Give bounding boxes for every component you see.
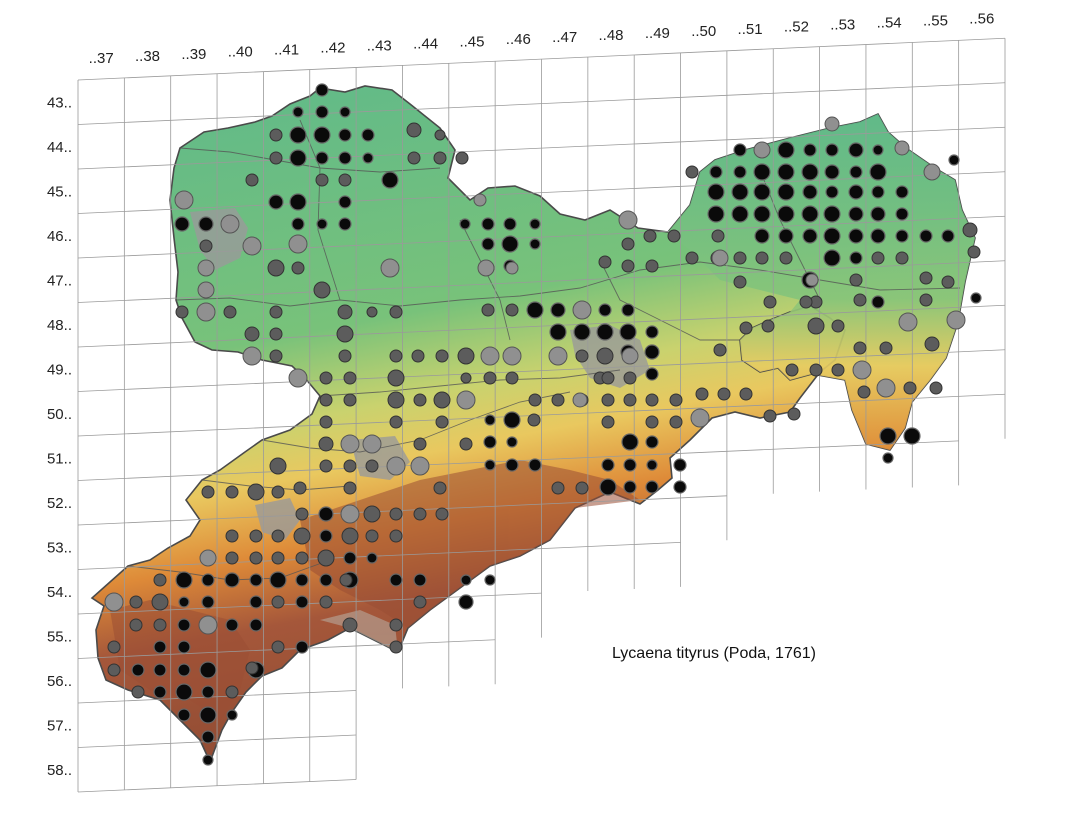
column-label: ..53 [830,17,855,34]
row-label: 43.. [47,94,72,111]
column-label: ..43 [367,37,392,54]
column-label: ..41 [274,42,299,59]
occurrence-markers [104,83,982,766]
column-labels: ..37 ..38 ..39 ..40 ..41 ..42 ..43 ..44 ..45 ..46… [89,10,995,67]
species-label: Lycaena tityrus (Poda, 1761) [612,645,816,662]
column-label: ..54 [877,14,902,31]
row-label: 46.. [47,228,72,245]
column-label: ..39 [181,46,206,63]
row-label: 51.. [47,450,72,467]
map-grid [77,37,1006,793]
column-label: ..50 [691,23,716,40]
column-label: ..52 [784,19,809,36]
row-label: 49.. [47,361,72,378]
column-label: ..47 [552,29,577,46]
grid-line [77,639,496,659]
row-label: 50.. [47,406,72,423]
row-label: 57.. [47,717,72,734]
row-label: 47.. [47,272,72,289]
column-label: ..40 [228,44,253,61]
row-label: 56.. [47,673,72,690]
column-label: ..56 [969,10,994,27]
grid-line [77,541,681,570]
row-label: 52.. [47,495,72,512]
row-label: 58.. [47,762,72,779]
column-label: ..46 [506,31,531,48]
column-label: ..37 [89,50,114,67]
column-label: ..44 [413,35,438,52]
row-labels: 43.. 44.. 45.. 46.. 47.. 48.. 49.. 50.. 51.. 52..… [47,94,72,779]
column-label: ..45 [459,33,484,50]
column-label: ..49 [645,25,670,42]
row-label: 53.. [47,539,72,556]
black-markers [131,83,982,766]
row-label: 54.. [47,584,72,601]
column-label: ..48 [599,27,624,44]
column-label: ..38 [135,48,160,65]
row-label: 44.. [47,139,72,156]
column-label: ..51 [738,21,763,38]
column-label: ..42 [320,40,345,57]
row-label: 45.. [47,183,72,200]
row-label: 55.. [47,628,72,645]
light-grey-markers [104,116,966,635]
column-label: ..55 [923,12,948,29]
row-label: 48.. [47,317,72,334]
grid-line [77,440,959,481]
